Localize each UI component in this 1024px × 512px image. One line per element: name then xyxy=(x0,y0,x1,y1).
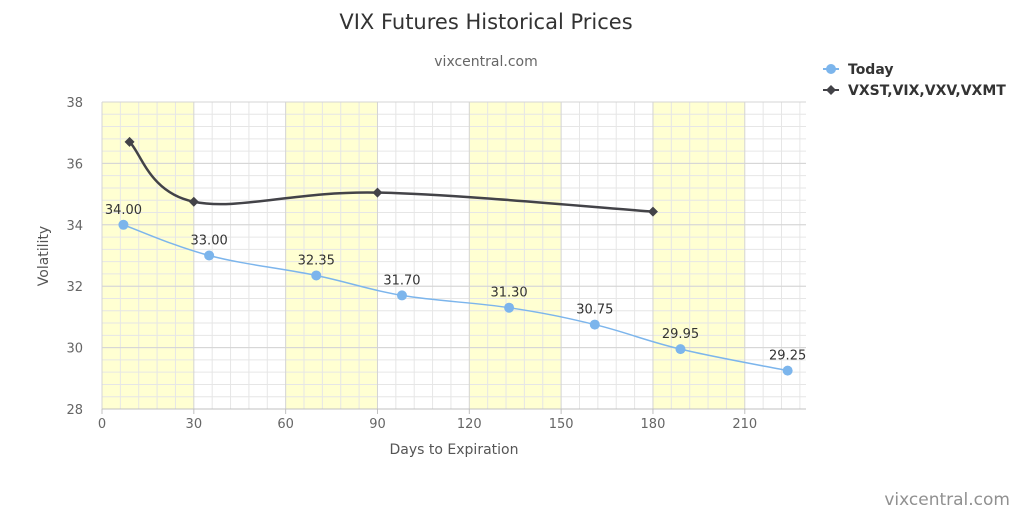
shaded-band xyxy=(285,102,378,409)
series-layer: 34.00 33.00 32.35 31.70 31.30 30.75 29.95 29.25 xyxy=(105,136,806,376)
data-point xyxy=(675,344,686,355)
data-label: 31.70 xyxy=(383,273,420,288)
data-label: 34.00 xyxy=(105,203,142,218)
axes: 0 30 60 90 120 150 180 210 28 30 32 34 36 38 xyxy=(66,96,806,432)
data-point xyxy=(118,219,129,230)
data-point xyxy=(396,290,407,301)
y-tick-label: 28 xyxy=(66,403,83,418)
y-tick-label: 30 xyxy=(66,342,83,357)
data-point xyxy=(782,365,793,376)
shaded-band xyxy=(102,102,194,409)
legend-label: VXST,VIX,VXV,VXMT xyxy=(848,83,1006,99)
series-line-today xyxy=(123,224,788,372)
data-point xyxy=(311,270,322,281)
x-tick-label: 30 xyxy=(186,417,203,432)
x-tick-label: 150 xyxy=(549,417,574,432)
shaded-bands xyxy=(102,102,745,409)
x-tick-label: 60 xyxy=(277,417,294,432)
legend-label: Today xyxy=(848,62,893,78)
chart-subtitle: vixcentral.com xyxy=(434,54,537,70)
data-point xyxy=(204,250,215,261)
legend: Today VXST,VIX,VXV,VXMT xyxy=(823,62,1006,99)
series-line-vix-indices xyxy=(128,140,654,213)
shaded-band xyxy=(469,102,562,409)
grid-lines xyxy=(101,101,806,410)
data-point xyxy=(124,136,135,147)
data-point xyxy=(647,206,658,217)
data-label: 33.00 xyxy=(191,234,228,249)
data-point xyxy=(372,187,383,198)
shaded-band xyxy=(652,102,745,409)
data-label: 29.25 xyxy=(769,349,806,364)
y-tick-label: 32 xyxy=(66,280,83,295)
y-tick-label: 38 xyxy=(66,96,83,111)
data-label: 29.95 xyxy=(662,327,699,342)
data-point xyxy=(589,319,600,330)
x-tick-label: 120 xyxy=(457,417,482,432)
x-tick-label: 210 xyxy=(732,417,757,432)
chart-title: VIX Futures Historical Prices xyxy=(339,10,632,34)
x-tick-label: 0 xyxy=(98,417,106,432)
data-label: 31.30 xyxy=(490,286,527,301)
credit-text[interactable]: vixcentral.com xyxy=(884,490,1010,510)
x-axis-title: Days to Expiration xyxy=(390,442,519,458)
data-point xyxy=(504,302,515,313)
x-tick-label: 180 xyxy=(641,417,666,432)
data-label: 30.75 xyxy=(576,303,613,318)
data-point xyxy=(188,196,199,207)
y-axis-title: Volatility xyxy=(36,226,52,286)
data-label: 32.35 xyxy=(298,253,335,268)
y-tick-label: 34 xyxy=(66,219,83,234)
y-tick-label: 36 xyxy=(66,157,83,172)
legend-marker xyxy=(826,64,836,74)
x-tick-label: 90 xyxy=(369,417,386,432)
legend-marker xyxy=(826,85,836,95)
